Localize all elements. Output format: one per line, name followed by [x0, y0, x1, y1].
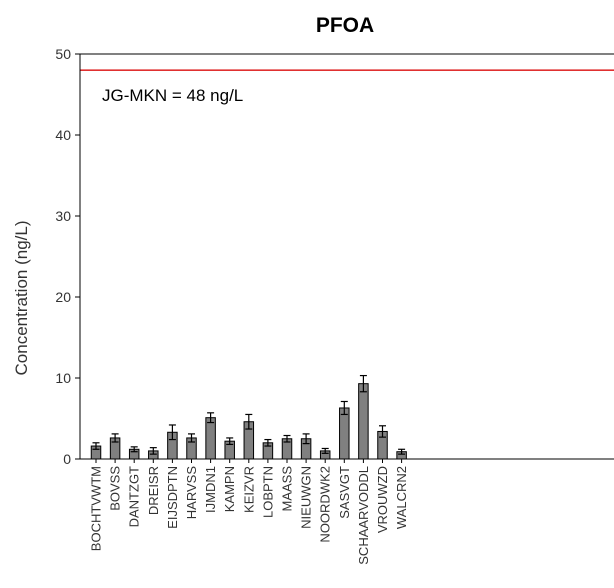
- y-tick-label: 40: [55, 127, 71, 143]
- category-label: SASVGT: [337, 466, 352, 519]
- category-label: EIJSDPTN: [165, 466, 180, 529]
- y-tick-label: 10: [55, 370, 71, 386]
- y-tick-label: 0: [63, 451, 71, 467]
- error-bars: [92, 374, 406, 455]
- bar: [339, 407, 350, 460]
- y-axis-label: Concentration (ng/L): [12, 221, 31, 376]
- bar: [358, 383, 369, 460]
- category-label: NOORDWK2: [318, 466, 333, 543]
- category-label: MAASS: [280, 466, 295, 512]
- category-labels: BOCHTVWTM BOVSS DANTZGT DREISR EIJSDPTN HARVS…: [89, 459, 409, 565]
- category-label: BOVSS: [108, 466, 123, 511]
- category-label: NIEUWGN: [299, 466, 314, 529]
- category-label: DREISR: [146, 466, 161, 515]
- category-label: BOCHTVWTM: [89, 466, 104, 551]
- category-label: SCHAARVODDL: [356, 466, 371, 565]
- category-label: WALCRN2: [394, 466, 409, 529]
- y-tick-label: 20: [55, 289, 71, 305]
- category-label: HARVSS: [184, 466, 199, 520]
- category-label: LOBPTN: [260, 466, 275, 518]
- y-tick-label: 30: [55, 208, 71, 224]
- bar: [205, 417, 216, 460]
- category-label: IJMDN1: [203, 466, 218, 513]
- category-label: VROUWZD: [375, 466, 390, 533]
- category-label: KAMPN: [222, 466, 237, 512]
- y-tick-label: 50: [55, 46, 71, 62]
- chart-title: PFOA: [316, 14, 374, 37]
- category-label: DANTZGT: [127, 466, 142, 527]
- category-label: KEIZVR: [241, 466, 256, 513]
- reference-line-label: JG-MKN = 48 ng/L: [102, 86, 243, 105]
- y-axis: 0 10 20 30 40 50: [55, 46, 80, 467]
